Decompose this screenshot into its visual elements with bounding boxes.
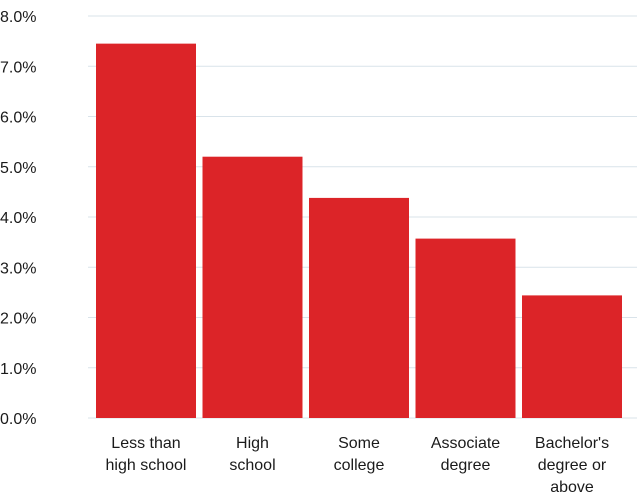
category-label: Bachelor's degree or above (535, 435, 609, 496)
y-tick-label: 6.0% (0, 110, 36, 127)
y-tick-label: 5.0% (0, 160, 36, 177)
x-axis-category-labels: Less than high school High school Some colleg… (106, 435, 610, 496)
y-tick-label: 3.0% (0, 260, 36, 277)
category-label: High school (229, 435, 275, 474)
y-tick-label: 2.0% (0, 311, 36, 328)
bars (96, 43, 622, 418)
y-tick-label: 7.0% (0, 59, 36, 76)
category-label: Some college (334, 435, 385, 474)
y-axis-tick-labels: 0.0% 1.0% 2.0% 3.0% 4.0% 5.0% 6.0% 7.0% 8.0% (0, 9, 36, 428)
category-label: Less than high school (106, 435, 187, 474)
bar (96, 43, 196, 418)
bar (415, 238, 516, 418)
category-label: Associate degree (431, 435, 500, 474)
y-tick-label: 0.0% (0, 411, 36, 428)
bar (202, 156, 303, 418)
y-tick-label: 4.0% (0, 210, 36, 227)
y-tick-label: 8.0% (0, 9, 36, 26)
bar (309, 197, 409, 418)
y-tick-label: 1.0% (0, 361, 36, 378)
bar (522, 295, 622, 418)
